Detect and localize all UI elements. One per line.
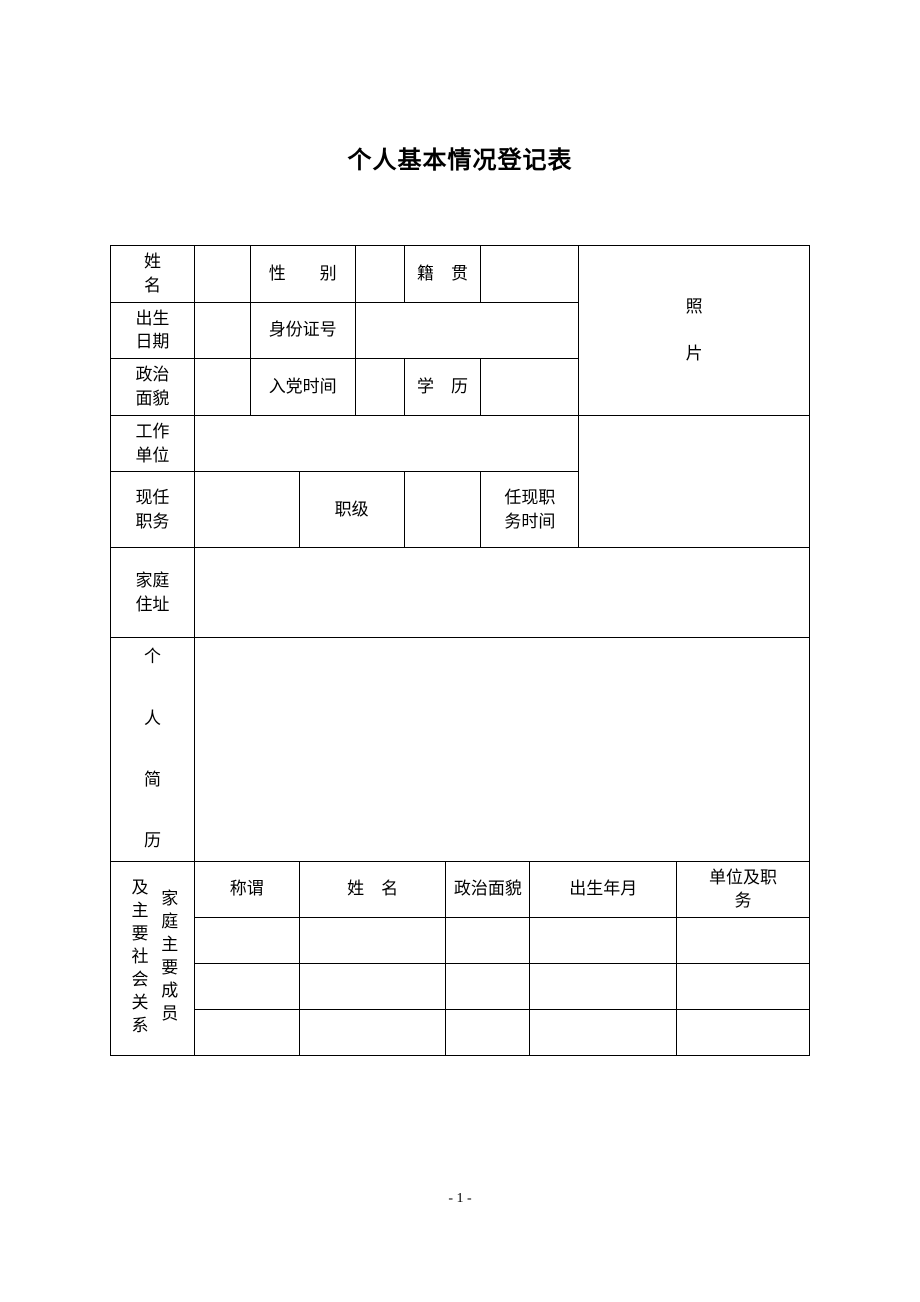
value-gender[interactable] [355, 246, 404, 303]
registration-form-table: 姓 名 性 别 籍 贯 照 片 出生 日期 身份证号 政治 面貌 入党时间 学 … [110, 245, 810, 1056]
value-birth-date[interactable] [194, 302, 250, 359]
photo-cell: 照 片 [579, 246, 810, 416]
label-party-join: 入党时间 [250, 359, 355, 416]
family-row-relation[interactable] [194, 1010, 299, 1056]
label-family-col1: 家庭主要成员 [155, 878, 179, 1039]
family-row-political[interactable] [446, 964, 530, 1010]
label-home-address: 家庭 住址 [111, 548, 195, 638]
value-party-join[interactable] [355, 359, 404, 416]
family-row-name[interactable] [299, 964, 446, 1010]
family-row-unit[interactable] [677, 964, 810, 1010]
family-row-birth[interactable] [530, 1010, 677, 1056]
family-row-relation[interactable] [194, 964, 299, 1010]
family-row-unit[interactable] [677, 1010, 810, 1056]
value-current-position[interactable] [194, 472, 299, 548]
label-resume: 个 人 简 历 [111, 638, 195, 861]
label-family-section: 及主要社会关系 家庭主要成员 [111, 861, 195, 1056]
label-family-birth: 出生年月 [530, 861, 677, 918]
label-family-unit: 单位及职 务 [677, 861, 810, 918]
label-name: 姓 名 [111, 246, 195, 303]
label-native-place: 籍 贯 [404, 246, 481, 303]
family-row-political[interactable] [446, 1010, 530, 1056]
value-education[interactable] [481, 359, 579, 416]
family-row-birth[interactable] [530, 964, 677, 1010]
family-row-political[interactable] [446, 918, 530, 964]
value-name[interactable] [194, 246, 250, 303]
value-resume[interactable] [194, 638, 809, 861]
family-row-birth[interactable] [530, 918, 677, 964]
page-number: - 1 - [0, 1191, 920, 1207]
label-position-date: 任现职 务时间 [481, 472, 579, 548]
value-rank[interactable] [404, 472, 481, 548]
label-education: 学 历 [404, 359, 481, 416]
label-family-political: 政治面貌 [446, 861, 530, 918]
label-gender: 性 别 [250, 246, 355, 303]
label-relation: 称谓 [194, 861, 299, 918]
family-row-name[interactable] [299, 1010, 446, 1056]
value-home-address[interactable] [194, 548, 809, 638]
family-row-unit[interactable] [677, 918, 810, 964]
value-work-unit[interactable] [194, 415, 578, 472]
family-row-name[interactable] [299, 918, 446, 964]
label-work-unit: 工作 单位 [111, 415, 195, 472]
value-political[interactable] [194, 359, 250, 416]
label-current-position: 现任 职务 [111, 472, 195, 548]
value-id-number[interactable] [355, 302, 579, 359]
value-position-date-extra[interactable] [579, 415, 810, 548]
label-family-col2: 及主要社会关系 [126, 878, 150, 1039]
label-political: 政治 面貌 [111, 359, 195, 416]
family-row-relation[interactable] [194, 918, 299, 964]
label-rank: 职级 [299, 472, 404, 548]
label-id-number: 身份证号 [250, 302, 355, 359]
label-family-name: 姓 名 [299, 861, 446, 918]
value-native-place[interactable] [481, 246, 579, 303]
page-title: 个人基本情况登记表 [110, 140, 810, 175]
label-birth-date: 出生 日期 [111, 302, 195, 359]
